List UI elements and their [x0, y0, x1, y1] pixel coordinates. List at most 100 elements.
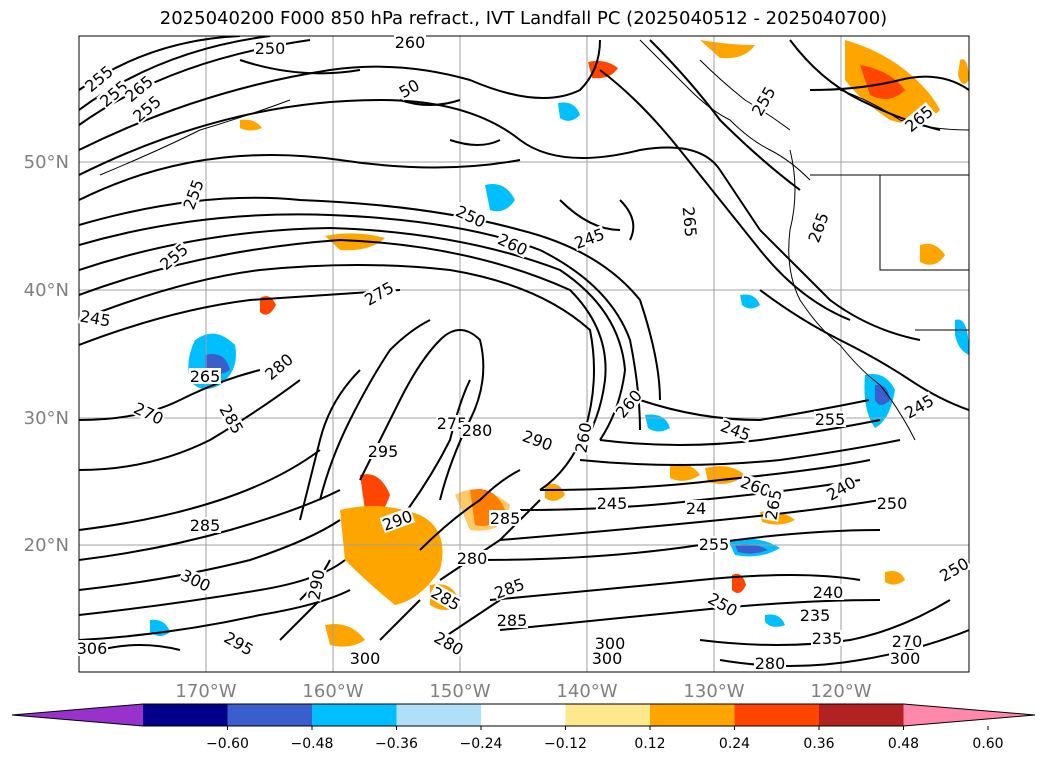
orange-region — [958, 59, 969, 84]
darkblue-region — [875, 384, 890, 405]
colorbar-segment — [565, 704, 651, 726]
red-region — [260, 296, 276, 315]
blue-region — [955, 319, 969, 355]
contour-label: 250 — [255, 39, 286, 58]
contour-label-group: 306 — [76, 639, 108, 658]
contour-label: 285 — [490, 509, 521, 528]
contour-label: 235 — [812, 629, 843, 648]
contour-label-group: 300 — [349, 649, 381, 668]
colorbar-segment — [312, 704, 397, 726]
orange-region — [325, 233, 385, 251]
shading-layer — [150, 40, 969, 647]
red-region — [732, 573, 746, 594]
lon-label-140w: 140°W — [556, 681, 617, 702]
contour-label-group: 285 — [189, 516, 221, 535]
contour-label-group: 280 — [461, 421, 493, 440]
contour-label: 285 — [190, 516, 221, 535]
lat-label-50n: 50°N — [24, 152, 69, 173]
contour-label-group: 290 — [520, 426, 556, 455]
contour-label: 306 — [77, 639, 108, 658]
blue-region — [740, 294, 760, 309]
orange-region — [325, 624, 365, 647]
contour-label-group: 300 — [591, 649, 623, 668]
lon-label-120w: 120°W — [810, 681, 871, 702]
blue-region — [558, 102, 580, 121]
darkblue-region — [735, 544, 768, 554]
contour-label-group: 260 — [572, 420, 596, 455]
contour-label-group: 280 — [456, 549, 488, 568]
contour-label: 300 — [595, 634, 626, 653]
lat-label-20n: 20°N — [24, 535, 69, 556]
contour-label-group: 275 — [436, 414, 468, 433]
colorbar-tick-label: −0.12 — [544, 736, 587, 752]
colorbar-tick-label: 0.36 — [803, 736, 834, 752]
longitude-labels: 170°W 160°W 150°W 140°W 130°W 120°W — [175, 681, 871, 702]
contour-label-group: 270 — [891, 632, 923, 651]
contour-label: 250 — [877, 494, 908, 513]
colorbar-tick-label: −0.48 — [291, 736, 334, 752]
contour-label: 270 — [892, 632, 923, 651]
lon-label-130w: 130°W — [683, 681, 744, 702]
map-title: 2025040200 F000 850 hPa refract., IVT La… — [159, 8, 888, 29]
contour-label-group: 285 — [496, 611, 528, 630]
contour-label-group: 265 — [679, 205, 700, 239]
contour-label-group: 235 — [811, 629, 843, 648]
contour-label: 235 — [800, 606, 831, 625]
contour-label: 240 — [813, 583, 844, 602]
contour-label-group: 255 — [814, 410, 846, 429]
red-region — [860, 65, 905, 99]
red-region — [360, 474, 390, 515]
contour-label-group: 260 — [394, 33, 426, 52]
contour-label-group: 265 — [762, 487, 786, 522]
contour-label-group: 300 — [594, 634, 626, 653]
colorbar-tick-label: 0.24 — [719, 736, 750, 752]
lon-label-170w: 170°W — [175, 681, 236, 702]
contour-label: 280 — [755, 654, 786, 673]
contour-label-group: 255 — [698, 535, 730, 554]
lat-label-40n: 40°N — [24, 280, 69, 301]
contour-label-group: 265 — [189, 367, 221, 386]
contour-label: 300 — [890, 649, 921, 668]
colorbar-segment — [143, 704, 228, 726]
colorbar-segment — [481, 704, 566, 726]
colorbar-tick-label: 0.48 — [888, 736, 919, 752]
contour-label-group: 290 — [305, 567, 329, 602]
colorbar-extend-max — [903, 704, 1035, 726]
orange-region — [885, 571, 905, 585]
contour-label: 255 — [815, 410, 846, 429]
blue-region — [765, 614, 785, 627]
orange-region — [670, 463, 700, 481]
colorbar-outline — [11, 703, 1036, 727]
contour-label-group: 235 — [799, 606, 831, 625]
contour-label: 280 — [457, 549, 488, 568]
colorbar-tick-label: 0.60 — [972, 736, 1003, 752]
colorbar — [11, 703, 1036, 727]
blue-region — [645, 414, 670, 432]
contour-label: 285 — [497, 611, 528, 630]
colorbar-extend-min — [12, 704, 143, 726]
blue-region — [485, 184, 515, 212]
orange-region — [545, 483, 565, 501]
map-frame — [78, 35, 970, 673]
lat-label-30n: 30°N — [24, 408, 69, 429]
contour-label: 245 — [597, 494, 628, 513]
contour-label: 275 — [437, 414, 468, 433]
contour-label-group: 24 — [685, 499, 707, 518]
colorbar-labels: −0.60 −0.48 −0.36 −0.24 −0.12 0.12 0.24 0.36 0.4… — [206, 726, 1004, 752]
contour-label-group: 250 — [254, 39, 286, 58]
contour-label-group: 250 — [876, 494, 908, 513]
contour-label: 300 — [592, 649, 623, 668]
latitude-labels: 50°N 40°N 30°N 20°N — [24, 152, 69, 556]
lon-label-150w: 150°W — [429, 681, 490, 702]
colorbar-segment — [396, 704, 482, 726]
colorbar-segment — [650, 704, 735, 726]
contour-label: 24 — [686, 499, 706, 518]
contour-label: 260 — [395, 33, 426, 52]
orange-region — [240, 119, 262, 131]
contour-label-group: 300 — [889, 649, 921, 668]
orange-region — [340, 506, 443, 605]
contour-label: 300 — [350, 649, 381, 668]
colorbar-tick-label: −0.24 — [460, 736, 503, 752]
refractivity-contours — [79, 36, 969, 667]
